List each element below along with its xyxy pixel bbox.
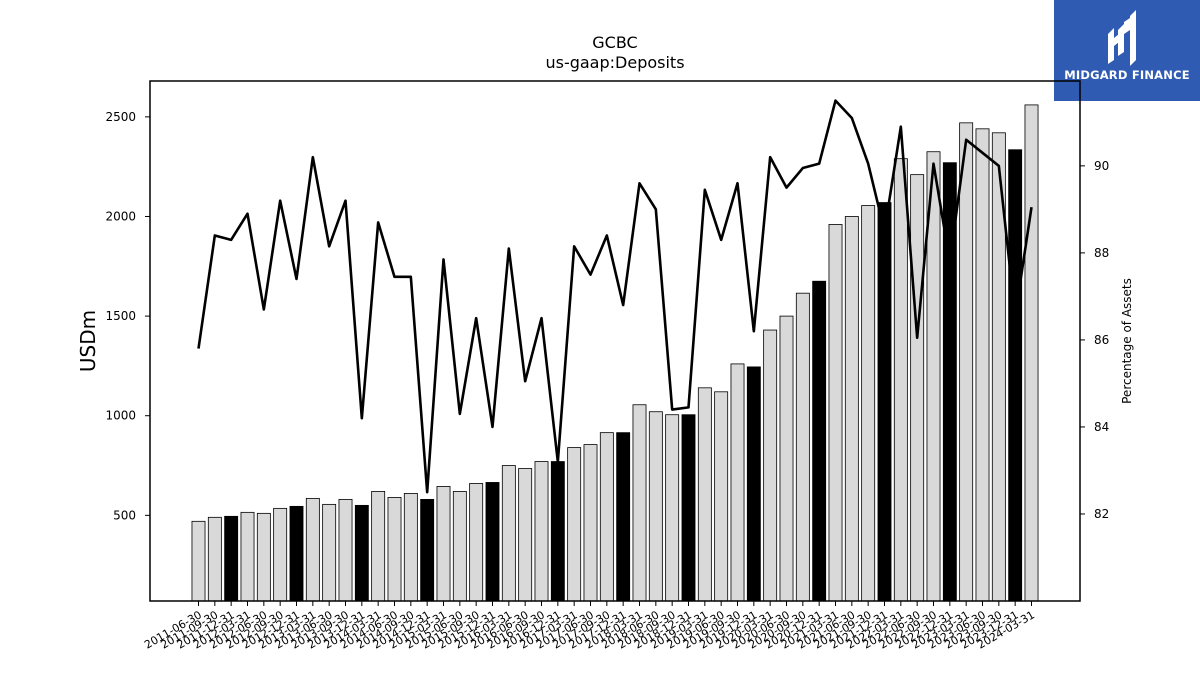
y2-tick-label: 86	[1094, 333, 1109, 347]
bar-2021-06-30	[844, 216, 859, 602]
bar-2013-06-30	[322, 503, 337, 602]
left-axis: 500 1000 1500 2000 2500	[105, 110, 150, 522]
bar-2020-03-31	[763, 329, 778, 602]
y-axis-label: USDm	[76, 310, 100, 372]
y2-tick-label: 82	[1094, 507, 1109, 521]
bar-2016-12-31	[550, 461, 565, 602]
y2-tick-label: 88	[1094, 246, 1109, 260]
right-axis: 82 84 86 88 90	[1080, 159, 1109, 521]
bar-2012-06-30	[256, 512, 271, 602]
bar-2023-06-30	[975, 128, 990, 602]
y-tick-label: 2500	[105, 110, 136, 124]
chart-title: GCBC	[592, 33, 637, 52]
bar-2015-12-31	[485, 482, 500, 602]
y2-tick-label: 90	[1094, 159, 1109, 173]
y-tick-label: 2000	[105, 209, 136, 223]
bar-2022-06-30	[910, 174, 925, 602]
bar-2019-03-31	[697, 387, 712, 602]
bar-2018-06-30	[648, 411, 663, 602]
y2-axis-label: Percentage of Assets	[1120, 278, 1134, 404]
bar-2013-09-30	[338, 498, 353, 602]
bar-2015-06-30	[452, 491, 467, 602]
bar-2014-06-30	[387, 496, 402, 602]
bars-layer	[191, 104, 1039, 602]
bar-2019-09-30	[730, 363, 745, 602]
bar-2022-03-31	[893, 158, 908, 602]
bar-2021-12-31	[877, 202, 892, 602]
bar-2021-03-31	[828, 224, 843, 602]
bar-2018-12-31	[681, 414, 696, 602]
bar-2017-12-31	[616, 432, 631, 602]
bar-2017-09-30	[599, 432, 614, 602]
bar-2024-03-31	[1024, 104, 1039, 602]
bar-2021-09-30	[861, 205, 876, 602]
bar-2017-06-30	[583, 444, 598, 602]
bar-2012-09-30	[273, 507, 288, 602]
y2-tick-label: 84	[1094, 420, 1109, 434]
bar-2013-03-31	[305, 497, 320, 602]
bar-2016-06-30	[518, 468, 533, 602]
bar-2016-03-31	[501, 465, 516, 602]
bar-2015-09-30	[469, 483, 484, 602]
bar-2012-12-31	[289, 505, 304, 602]
bar-2011-09-30	[207, 516, 222, 602]
bar-2011-06-30	[191, 520, 206, 602]
bar-2018-03-31	[632, 404, 647, 602]
y-tick-label: 1000	[105, 409, 136, 423]
brand-logo: MIDGARD FINANCE	[1054, 0, 1200, 101]
x-axis: 2011-06-302011-09-302011-12-312012-03-31…	[142, 601, 1037, 652]
bar-2011-12-31	[224, 515, 239, 602]
logo-text: MIDGARD FINANCE	[1064, 68, 1190, 82]
bar-2014-12-31	[420, 498, 435, 602]
bar-2014-09-30	[403, 493, 418, 602]
plot-frame	[149, 80, 1081, 602]
bar-2020-12-31	[812, 280, 827, 602]
bar-2023-12-31	[1008, 149, 1023, 602]
chart-subtitle: us-gaap:Deposits	[545, 53, 684, 72]
bar-2016-09-30	[534, 461, 549, 602]
bar-2014-03-31	[371, 491, 386, 602]
bar-2012-03-31	[240, 511, 255, 602]
y-tick-label: 500	[113, 508, 136, 522]
y-tick-label: 1500	[105, 309, 136, 323]
bar-2013-12-31	[354, 504, 369, 602]
bar-2015-03-31	[436, 486, 451, 602]
bar-2020-09-30	[795, 292, 810, 602]
logo-mark-icon	[1108, 10, 1136, 66]
bar-2019-12-31	[746, 366, 761, 602]
bar-2023-03-31	[959, 122, 974, 602]
line-layer	[197, 99, 1033, 494]
bar-2018-09-30	[665, 414, 680, 602]
bar-2017-03-31	[567, 447, 582, 602]
line-series-percentage-of-assets	[197, 99, 1033, 494]
bar-2019-06-30	[714, 391, 729, 602]
bar-2020-06-30	[779, 315, 794, 602]
